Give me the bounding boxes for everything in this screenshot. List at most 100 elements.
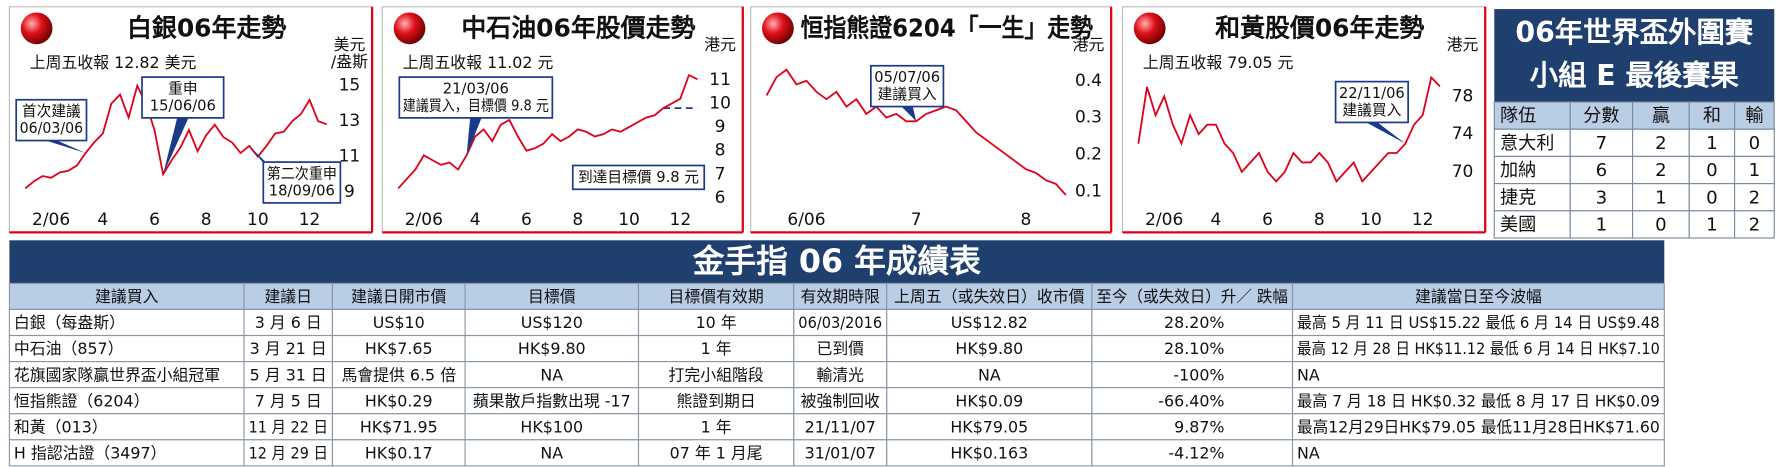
y-tick-label: 74: [1452, 124, 1474, 144]
table-cell: [637, 308, 795, 337]
panel-frame: [1121, 6, 1486, 233]
table-cell-text: 中石油（857）: [14, 339, 124, 358]
table-cell-text: HK$7.65: [365, 339, 433, 358]
table-cell-text: 打完小組階段: [669, 365, 764, 384]
table-cell-text: HK$100: [520, 417, 583, 436]
table-cell: [1734, 128, 1775, 157]
annotation-text: 第二次重申: [267, 165, 337, 183]
chart-subtitle: 上周五收報 79.05 元: [1143, 53, 1294, 72]
table-cell: [1632, 155, 1690, 185]
table-cell-text: 1 年: [701, 417, 732, 436]
table-cell-text: HK$0.09: [955, 391, 1023, 410]
table-cell: [464, 308, 640, 337]
table-cell-text: HK$79.05: [950, 417, 1028, 436]
table-cell: [637, 282, 795, 311]
table-cell-text: HK$0.17: [365, 443, 433, 462]
y-unit: 美元: [334, 35, 366, 54]
table-cell: [1688, 101, 1736, 130]
y-tick-label: 9: [344, 182, 355, 202]
annotation-box: [141, 76, 225, 119]
table-cell-text: 28.10%: [1164, 339, 1224, 358]
x-tick-label: 12: [670, 210, 692, 230]
table-cell-text: HK$71.95: [360, 417, 438, 436]
table-cell: [1493, 101, 1571, 130]
line: [397, 73, 698, 190]
table-cell-text: 和黃（013）: [14, 417, 108, 436]
table-cell-text: HK$0.163: [950, 443, 1028, 462]
table-cell-text: 9.87%: [1174, 417, 1224, 436]
chart-subtitle: 上周五收報 11.02 元: [403, 53, 554, 72]
table-cell-text: 1: [1596, 215, 1608, 236]
chart-title: 和黃股價06年走勢: [1215, 13, 1424, 42]
annotation-box: [870, 64, 945, 108]
x-tick-label: 10: [618, 210, 640, 230]
y-tick-label: 7: [715, 164, 726, 184]
table-cell: [464, 361, 640, 389]
table-cell: [1734, 210, 1775, 239]
table-cell: [243, 308, 334, 337]
y-tick-label: 0.3: [1075, 108, 1102, 128]
y-tick-label: 78: [1452, 86, 1474, 106]
table-cell: [464, 439, 640, 467]
table-cell: [1291, 413, 1665, 441]
annotation-box: [15, 98, 88, 142]
title-icon: [762, 12, 794, 45]
x-tick-label: 2/06: [1145, 210, 1183, 230]
x-tick-label: 8: [572, 210, 583, 230]
table-cell: [1493, 210, 1571, 239]
annotation-box: [571, 164, 706, 191]
table-cell: [793, 334, 888, 363]
table-cell-text: 11 月 22 日: [249, 417, 328, 436]
table-cell-text: HK$0.29: [365, 391, 433, 410]
table-cell-text: 最高 7 月 18 日 HK$0.32 最低 8 月 17 日 HK$0.09: [1297, 391, 1660, 410]
table-cell-text: 2: [1655, 160, 1667, 181]
chart-title: 白銀06年走勢: [127, 13, 286, 42]
table-header: 建議日開市價: [351, 287, 446, 306]
table-cell-text: HK$9.80: [518, 339, 586, 358]
annotation-box: [262, 161, 342, 204]
table-header: 隊伍: [1500, 106, 1536, 127]
chart-subtitle: 上周五收報 12.82 美元: [30, 53, 197, 72]
annotation-text: 到達目標價 9.8 元: [578, 169, 699, 186]
table-header: 和: [1703, 106, 1721, 127]
annotation-pointer: [901, 106, 917, 122]
table-cell: [637, 439, 795, 467]
table-header: 目標價有效期: [669, 287, 764, 306]
annotation-text: 建議買入，目標價 9.8 元: [403, 97, 549, 115]
table-cell-text: US$120: [521, 313, 583, 332]
table-cell-text: 21/11/07: [805, 417, 876, 436]
table-header: 贏: [1652, 106, 1670, 127]
panel-frame: [381, 6, 744, 233]
line: [24, 83, 328, 190]
annotation-text: 21/03/06: [443, 81, 509, 98]
table-cell-text: NA: [540, 365, 563, 384]
table-cell-text: 意大利: [1500, 133, 1554, 154]
table-header: 上周五（或失效日）收市價: [894, 287, 1084, 306]
table-cell: [886, 439, 1093, 467]
title-icon: [20, 12, 53, 45]
table-header: 輸: [1745, 106, 1763, 127]
y-tick-label: 0.1: [1075, 181, 1102, 201]
table-cell: [637, 387, 795, 415]
y-unit: 港元: [1073, 35, 1105, 54]
table-cell-text: US$12.82: [951, 313, 1028, 332]
y-tick-label: 9: [715, 117, 726, 137]
y-tick-label: 10: [709, 93, 731, 113]
y-tick-label: 11: [709, 70, 731, 90]
table-cell-text: 最高 5 月 11 日 US$15.22 最低 6 月 14 日 US$9.48: [1297, 313, 1660, 332]
annotation-pointer: [466, 117, 482, 156]
table-cell: [8, 439, 245, 467]
table-cell-text: 美國: [1500, 215, 1536, 236]
x-tick-label: 6/06: [787, 210, 825, 230]
x-tick-label: 8: [201, 210, 212, 230]
table-cell-text: 0: [1706, 160, 1718, 181]
table-cell-text: 31/01/07: [805, 443, 876, 462]
x-tick-label: 2/06: [32, 210, 70, 230]
x-tick-label: 8: [1314, 210, 1325, 230]
table-header: 至今（或失效日）升／ 跌幅: [1096, 287, 1288, 306]
x-tick-label: 4: [1210, 210, 1221, 230]
title-icon: [393, 12, 426, 45]
